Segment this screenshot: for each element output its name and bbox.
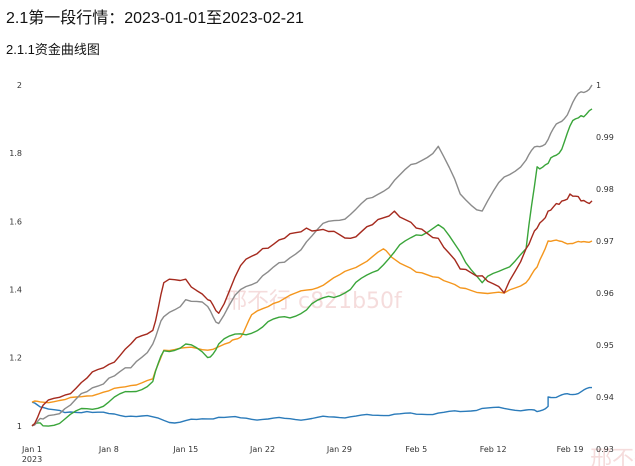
- left-y-axis: 1 1.2 1.4 1.6 1.8 2: [9, 81, 22, 431]
- right-y-tick-label: 0.95: [596, 341, 614, 350]
- series-line-2: [31, 239, 593, 404]
- left-y-tick-label: 2: [17, 81, 22, 90]
- left-y-tick-label: 1.8: [9, 149, 22, 158]
- left-y-tick-label: 1: [17, 422, 22, 431]
- x-tick-label: 2023: [22, 455, 42, 464]
- right-y-tick-label: 0.97: [596, 237, 614, 246]
- left-y-tick-label: 1.6: [9, 217, 22, 226]
- watermark-text: 邢不行 c821b50f: [225, 289, 403, 314]
- x-tick-label: Feb 5: [405, 445, 427, 454]
- right-y-tick-label: 0.94: [596, 393, 614, 402]
- section-title: 2.1第一段行情：2023-01-01至2023-02-21: [6, 10, 304, 27]
- x-tick-label: Feb 12: [480, 445, 507, 454]
- series-line-4: [31, 84, 593, 427]
- right-y-axis: 0.93 0.94 0.95 0.96 0.97 0.98 0.99 1: [596, 81, 614, 454]
- x-tick-label: Jan 1: [21, 445, 42, 454]
- watermark-layer: 邢不行 c821b50f 邢不行: [225, 289, 635, 466]
- x-tick-label: Jan 22: [249, 445, 275, 454]
- left-y-tick-label: 1.4: [9, 285, 22, 294]
- series-layer: [31, 84, 593, 427]
- right-y-tick-label: 0.99: [596, 133, 614, 142]
- series-line-5: [31, 193, 593, 427]
- x-tick-label: Jan 8: [98, 445, 119, 454]
- right-y-tick-label: 0.93: [596, 445, 614, 454]
- x-tick-label: Jan 15: [172, 445, 198, 454]
- series-line-1: [31, 386, 592, 424]
- left-y-tick-label: 1.2: [9, 354, 22, 363]
- watermark-corner-text: 邢不行: [590, 447, 635, 466]
- subsection-title: 2.1.1资金曲线图: [6, 42, 100, 57]
- x-tick-label: Feb 19: [557, 445, 584, 454]
- x-tick-label: Jan 29: [326, 445, 352, 454]
- series-line-3: [31, 108, 593, 427]
- right-y-tick-label: 0.98: [596, 185, 614, 194]
- right-y-tick-label: 0.96: [596, 289, 614, 298]
- right-y-tick-label: 1: [596, 81, 601, 90]
